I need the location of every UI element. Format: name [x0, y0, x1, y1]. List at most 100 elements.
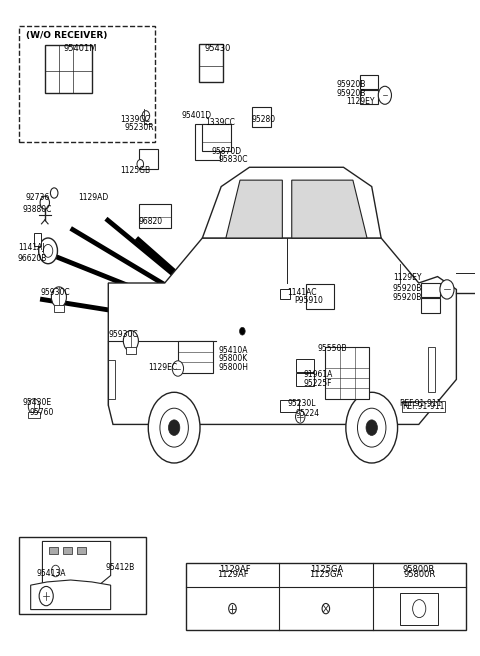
Circle shape: [228, 604, 236, 614]
Text: REF.91-911: REF.91-911: [399, 400, 442, 408]
Bar: [195, 124, 220, 159]
Text: (W/O RECEIVER): (W/O RECEIVER): [26, 31, 108, 40]
Text: REF.91-911: REF.91-911: [402, 402, 444, 411]
Bar: [324, 347, 370, 399]
Text: 95430E: 95430E: [23, 398, 52, 407]
Circle shape: [51, 287, 66, 308]
Circle shape: [40, 196, 49, 209]
Text: 95930C: 95930C: [108, 330, 138, 339]
Text: 1141AC: 1141AC: [287, 288, 316, 297]
Text: 95224: 95224: [296, 409, 320, 418]
Circle shape: [43, 245, 53, 257]
Circle shape: [413, 600, 426, 617]
Bar: [199, 45, 223, 82]
Bar: [77, 546, 86, 554]
Text: 95410A: 95410A: [219, 346, 248, 355]
Circle shape: [137, 159, 144, 169]
Text: 95830C: 95830C: [219, 155, 248, 164]
Bar: [28, 411, 40, 418]
Bar: [280, 289, 290, 299]
Bar: [421, 283, 440, 297]
Circle shape: [378, 87, 392, 104]
Circle shape: [440, 280, 454, 299]
Polygon shape: [108, 238, 456, 424]
Text: 1129EC: 1129EC: [148, 363, 178, 372]
Text: 96620B: 96620B: [18, 254, 48, 263]
Text: 91961A: 91961A: [303, 370, 333, 379]
Circle shape: [148, 392, 200, 463]
Bar: [400, 592, 438, 625]
Text: 95225F: 95225F: [303, 379, 332, 388]
Polygon shape: [31, 580, 110, 609]
Text: 1141AJ: 1141AJ: [18, 243, 45, 252]
Bar: [421, 298, 440, 312]
Bar: [45, 45, 92, 93]
Bar: [48, 546, 58, 554]
Circle shape: [142, 111, 150, 121]
Text: 1339CC: 1339CC: [120, 115, 150, 123]
Text: 95800R: 95800R: [403, 565, 435, 573]
Text: 1339CC: 1339CC: [204, 118, 235, 127]
Bar: [252, 107, 271, 127]
Text: 1129EY: 1129EY: [346, 97, 374, 106]
Text: 95550B: 95550B: [318, 344, 347, 353]
Text: 95401D: 95401D: [181, 112, 211, 120]
Text: 96820: 96820: [139, 217, 163, 226]
Circle shape: [296, 410, 305, 423]
Text: 95430: 95430: [204, 44, 231, 53]
Circle shape: [123, 331, 138, 351]
Bar: [186, 563, 466, 630]
Circle shape: [172, 361, 183, 377]
Text: 95870D: 95870D: [212, 147, 242, 155]
Bar: [178, 341, 213, 373]
Circle shape: [366, 420, 377, 436]
Text: 1125GA: 1125GA: [311, 565, 344, 573]
Bar: [19, 537, 146, 614]
Text: 95280: 95280: [252, 115, 276, 123]
Bar: [306, 284, 334, 309]
Bar: [126, 347, 135, 354]
Bar: [139, 150, 157, 169]
Bar: [360, 90, 378, 104]
Circle shape: [240, 327, 245, 335]
Bar: [34, 234, 41, 247]
Bar: [360, 75, 378, 89]
Text: 95800K: 95800K: [219, 354, 248, 363]
Bar: [63, 546, 72, 554]
Bar: [296, 359, 314, 372]
Text: 95800H: 95800H: [219, 363, 249, 372]
Circle shape: [39, 238, 58, 264]
Text: 95230L: 95230L: [288, 400, 316, 408]
Polygon shape: [203, 167, 381, 238]
Text: 1129AD: 1129AD: [78, 193, 108, 202]
Text: P95910: P95910: [294, 297, 323, 306]
Bar: [19, 26, 156, 142]
Circle shape: [39, 586, 53, 605]
Circle shape: [346, 392, 397, 463]
Text: 95930C: 95930C: [40, 288, 70, 297]
Text: 95920B: 95920B: [336, 89, 366, 98]
Text: 1125GA: 1125GA: [309, 570, 342, 579]
Polygon shape: [226, 180, 282, 238]
Circle shape: [322, 604, 330, 614]
Text: 95230R: 95230R: [125, 123, 155, 132]
Bar: [139, 204, 171, 228]
Text: 95800R: 95800R: [403, 570, 435, 579]
Text: 95401M: 95401M: [63, 44, 97, 53]
Bar: [280, 400, 299, 411]
Text: 95920B: 95920B: [336, 81, 366, 89]
Text: 95412B: 95412B: [106, 563, 135, 571]
Text: 1129AF: 1129AF: [219, 565, 251, 573]
Bar: [203, 124, 230, 152]
Polygon shape: [42, 541, 110, 585]
Text: 95920B: 95920B: [393, 283, 422, 293]
Text: 92736: 92736: [26, 193, 50, 202]
Text: 93880C: 93880C: [23, 205, 52, 214]
Text: 1125GB: 1125GB: [120, 166, 150, 175]
Text: 95920B: 95920B: [393, 293, 422, 302]
Bar: [296, 373, 314, 386]
Text: 95760: 95760: [29, 408, 54, 417]
Bar: [428, 347, 435, 392]
Circle shape: [51, 565, 60, 577]
Circle shape: [50, 188, 58, 198]
